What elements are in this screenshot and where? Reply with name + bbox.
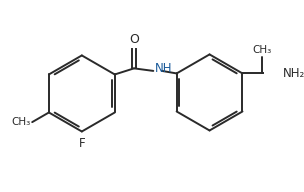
Text: CH₃: CH₃ (252, 45, 271, 55)
Text: O: O (129, 33, 139, 46)
Text: CH₃: CH₃ (11, 117, 30, 127)
Text: F: F (78, 137, 85, 150)
Text: NH: NH (155, 62, 173, 75)
Text: NH₂: NH₂ (283, 67, 304, 80)
